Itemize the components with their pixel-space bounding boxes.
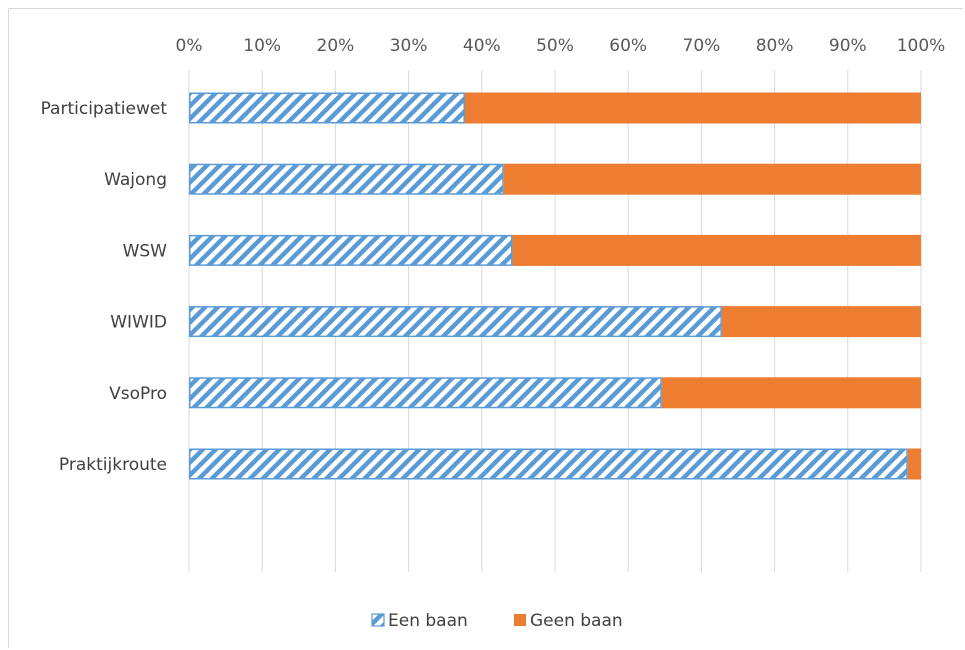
category-label: Wajong (104, 170, 167, 190)
x-tick-label: 30% (390, 36, 428, 56)
x-tick-label: 50% (536, 36, 574, 56)
x-tick-label: 70% (683, 36, 721, 56)
legend-label: Een baan (388, 611, 468, 631)
x-tick-label: 40% (463, 36, 501, 56)
x-tick-label: 90% (829, 36, 867, 56)
bar-een-baan (189, 92, 465, 124)
x-tick-label: 60% (609, 36, 647, 56)
bar-geen-baan (721, 306, 921, 338)
bar-een-baan (189, 448, 908, 480)
category-label: Praktijkroute (59, 455, 167, 475)
bar-geen-baan (661, 377, 921, 409)
legend-swatch-geen-baan (514, 614, 526, 626)
x-tick-label: 10% (243, 36, 281, 56)
bar-geen-baan (907, 448, 921, 480)
bar-een-baan (189, 306, 722, 338)
legend-label: Geen baan (530, 611, 623, 631)
bar-geen-baan (512, 234, 921, 266)
category-label: Participatiewet (41, 99, 168, 119)
chart-frame (8, 8, 963, 648)
legend-swatch-een-baan (371, 613, 385, 627)
bar-een-baan (189, 377, 662, 409)
category-label: WSW (123, 241, 168, 261)
x-tick-label: 100% (897, 36, 946, 56)
bar-een-baan (189, 234, 513, 266)
x-tick-label: 80% (756, 36, 794, 56)
category-label: WIWID (110, 313, 167, 333)
category-label: VsoPro (109, 384, 167, 404)
x-tick-label: 0% (176, 36, 203, 56)
x-tick-label: 20% (317, 36, 355, 56)
bar-geen-baan (503, 163, 921, 195)
bar-geen-baan (464, 92, 921, 124)
bar-een-baan (189, 163, 504, 195)
